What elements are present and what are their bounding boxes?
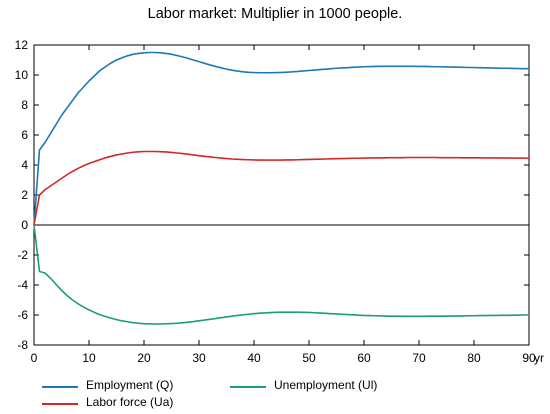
legend-swatch-employment	[42, 386, 78, 388]
y-tick-label: 12	[15, 38, 29, 52]
series-line-unemployment	[33, 224, 529, 325]
legend-swatch-labor-force	[42, 403, 78, 405]
x-tick-label: 30	[192, 351, 206, 365]
series-line-employment	[33, 51, 529, 226]
y-tick-label: 10	[15, 68, 29, 82]
x-tick-label: 70	[412, 351, 426, 365]
x-tick-label: 20	[137, 351, 151, 365]
x-tick-label: 80	[467, 351, 481, 365]
y-tick-label: -2	[17, 248, 28, 262]
legend-swatch-unemployment	[230, 386, 266, 388]
y-tick-label: 6	[21, 128, 28, 142]
y-tick-label: 2	[21, 188, 28, 202]
plot-frame	[33, 44, 530, 346]
y-tick-label: -8	[17, 338, 28, 352]
y-tick-label: 4	[21, 158, 28, 172]
legend-label-labor-force: Labor force (Ua)	[86, 395, 174, 409]
legend-label-employment: Employment (Q)	[86, 378, 174, 392]
x-tick-label: 10	[82, 351, 96, 365]
x-tick-label: 60	[357, 351, 371, 365]
y-tick-label: 8	[21, 98, 28, 112]
y-tick-label: 0	[21, 218, 28, 232]
x-tick-label: 40	[247, 351, 261, 365]
x-tick-label: 0	[31, 351, 38, 365]
chart-title: Labor market: Multiplier in 1000 people.	[147, 6, 403, 22]
x-tick-label: 90	[522, 351, 536, 365]
x-axis-unit-label: yr	[534, 351, 544, 365]
legend-label-unemployment: Unemployment (Ul)	[274, 378, 378, 392]
y-tick-label: -6	[17, 308, 28, 322]
series-line-labor-force	[33, 150, 530, 226]
y-tick-label: -4	[17, 278, 28, 292]
x-tick-label: 50	[302, 351, 316, 365]
